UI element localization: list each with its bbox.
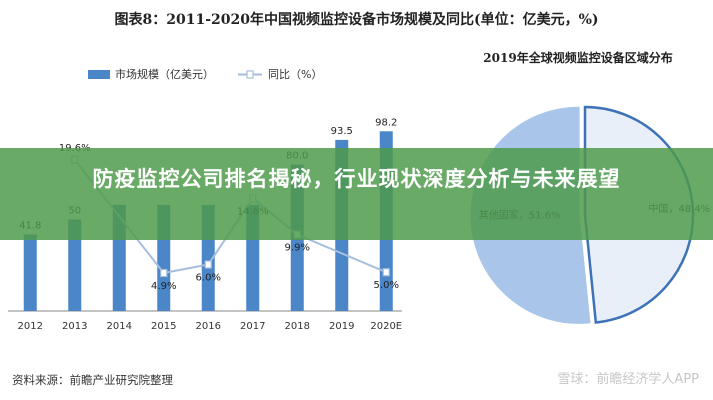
legend-bar-swatch xyxy=(88,70,110,79)
bar-2012 xyxy=(23,234,37,311)
watermark: 雪球：前瞻经济学人APP xyxy=(557,372,699,387)
growth-label-2020E: 5.0% xyxy=(374,280,399,291)
x-tick-2015: 2015 xyxy=(151,321,176,332)
growth-label-2016: 6.0% xyxy=(196,273,221,284)
bar-2013 xyxy=(68,219,82,311)
bar-value-label-2020E: 98.2 xyxy=(375,117,397,128)
bar-value-label-2019: 93.5 xyxy=(331,126,353,137)
source-note: 资料来源：前瞻产业研究院整理 xyxy=(12,373,173,387)
x-tick-2020E: 2020E xyxy=(370,321,402,332)
chart-title: 图表8：2011-2020年中国视频监控设备市场规模及同比(单位：亿美元，%) xyxy=(114,12,599,28)
growth-label-2015: 4.9% xyxy=(151,281,176,292)
legend: 市场规模（亿美元） 同比（%） xyxy=(88,67,322,81)
headline-banner xyxy=(0,148,713,240)
x-tick-labels: 2012 2013 2014 2015 2016 2017 2018 2019 2020E xyxy=(18,321,403,332)
legend-bar-label: 市场规模（亿美元） xyxy=(115,67,214,81)
x-tick-2012: 2012 xyxy=(18,321,43,332)
growth-point-2015 xyxy=(160,268,168,278)
x-tick-2019: 2019 xyxy=(329,321,354,332)
x-tick-2016: 2016 xyxy=(196,321,221,332)
legend-line-label: 同比（%） xyxy=(268,68,322,81)
growth-point-2016 xyxy=(204,260,212,269)
x-tick-2013: 2013 xyxy=(62,321,87,332)
pie-title: 2019年全球视频监控设备区域分布 xyxy=(483,50,672,65)
legend-line-marker xyxy=(246,70,254,79)
x-tick-2018: 2018 xyxy=(285,321,310,332)
growth-label-2018: 9.9% xyxy=(285,243,310,254)
x-tick-2014: 2014 xyxy=(107,321,132,332)
x-tick-2017: 2017 xyxy=(240,321,265,332)
growth-point-2020E xyxy=(382,268,390,277)
headline-text: 防疫监控公司排名揭秘，行业现状深度分析与未来展望 xyxy=(92,167,621,191)
